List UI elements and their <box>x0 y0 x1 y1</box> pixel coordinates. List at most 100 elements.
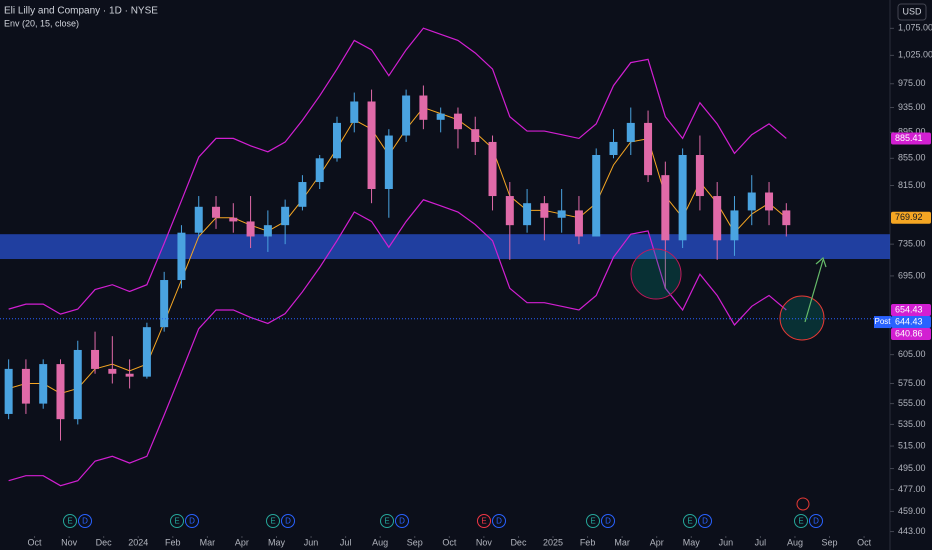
event-marker <box>170 514 184 528</box>
annotation-circle <box>779 295 825 341</box>
x-tick-label: Feb <box>165 537 181 547</box>
event-marker <box>601 514 615 528</box>
annotation-arrowhead <box>815 256 827 268</box>
event-marker <box>586 514 600 528</box>
event-label: E <box>481 517 486 526</box>
candle-body <box>730 210 739 241</box>
candle-body <box>384 135 393 189</box>
candle-body <box>194 206 203 233</box>
x-tick-label: Oct <box>857 537 872 547</box>
annotation-circle <box>630 248 682 300</box>
event-label: E <box>687 517 692 526</box>
x-tick-label: Jul <box>340 537 352 547</box>
event-marker <box>809 514 823 528</box>
candle-body <box>713 196 722 241</box>
y-tick-label: 1,075.00 <box>898 23 932 33</box>
x-tick-label: Apr <box>235 537 249 547</box>
candle-body <box>177 232 186 281</box>
candle-body <box>471 129 480 142</box>
currency-button[interactable] <box>897 3 927 21</box>
x-tick-label: May <box>268 537 286 547</box>
candle-body <box>281 206 290 226</box>
event-label: D <box>399 517 405 526</box>
price-label: 885.41 <box>895 133 923 143</box>
price-label: 654.43 <box>895 304 923 314</box>
y-tick-label: 459.00 <box>898 506 926 516</box>
price-label-box <box>891 132 931 145</box>
y-tick-label: 535.00 <box>898 419 926 429</box>
x-tick-label: 2025 <box>543 537 563 547</box>
x-tick-label: Jul <box>755 537 767 547</box>
candle-body <box>212 206 221 218</box>
event-label: D <box>189 517 195 526</box>
x-tick-label: Oct <box>28 537 43 547</box>
x-tick-label: Sep <box>407 537 423 547</box>
x-tick-label: Dec <box>96 537 113 547</box>
candle-body <box>367 101 376 189</box>
event-marker <box>78 514 92 528</box>
event-marker <box>492 514 506 528</box>
y-tick-label: 895.00 <box>898 127 926 137</box>
x-tick-label: Aug <box>787 537 803 547</box>
event-marker <box>63 514 77 528</box>
support-zone <box>0 234 890 260</box>
envelope-basis <box>8 106 787 395</box>
price-label-box <box>891 316 931 329</box>
candle-body <box>39 364 48 404</box>
candle-body <box>402 95 411 136</box>
x-tick-label: Sep <box>822 537 838 547</box>
x-tick-label: Mar <box>200 537 216 547</box>
indicator-label: Env (20, 15, close) <box>4 18 79 28</box>
y-tick-label: 495.00 <box>898 463 926 473</box>
x-tick-label: May <box>683 537 701 547</box>
y-tick-label: 443.00 <box>898 526 926 536</box>
event-marker <box>683 514 697 528</box>
event-label: D <box>813 517 819 526</box>
price-label: 640.86 <box>895 328 923 338</box>
upcoming-icon <box>796 497 810 511</box>
y-tick-label: 1,025.00 <box>898 50 932 60</box>
currency-label[interactable]: USD <box>902 6 922 16</box>
y-tick-label: 605.00 <box>898 349 926 359</box>
candle-body <box>626 122 635 142</box>
event-label: D <box>496 517 502 526</box>
candle-body <box>592 154 601 237</box>
candle-body <box>419 95 428 120</box>
candle-body <box>557 210 566 218</box>
x-tick-label: Aug <box>372 537 388 547</box>
price-label: 769.92 <box>895 212 923 222</box>
candle-body <box>540 203 549 218</box>
price-tag: Post <box>874 317 891 326</box>
y-tick-label: 935.00 <box>898 102 926 112</box>
event-marker <box>380 514 394 528</box>
x-tick-label: 2024 <box>128 537 148 547</box>
x-tick-label: Oct <box>442 537 457 547</box>
price-label-box <box>891 211 931 224</box>
y-tick-label: 477.00 <box>898 484 926 494</box>
candle-body <box>125 373 134 377</box>
y-tick-label: 575.00 <box>898 378 926 388</box>
event-marker <box>698 514 712 528</box>
annotation-arrow <box>804 259 824 323</box>
event-marker <box>266 514 280 528</box>
candle-body <box>332 122 341 159</box>
y-tick-label: 735.00 <box>898 239 926 249</box>
event-label: D <box>702 517 708 526</box>
event-marker <box>395 514 409 528</box>
event-marker <box>281 514 295 528</box>
candle-body <box>661 175 670 241</box>
price-label-box <box>891 328 931 341</box>
candle-body <box>108 368 117 374</box>
price-label: 644.43 <box>895 316 923 326</box>
candle-body <box>609 141 618 155</box>
candle-body <box>453 113 462 130</box>
event-label: E <box>270 517 275 526</box>
y-tick-label: 975.00 <box>898 78 926 88</box>
event-marker <box>794 514 808 528</box>
event-label: E <box>67 517 72 526</box>
candle-body <box>644 122 653 176</box>
event-label: D <box>82 517 88 526</box>
event-label: D <box>285 517 291 526</box>
x-tick-label: Mar <box>614 537 630 547</box>
